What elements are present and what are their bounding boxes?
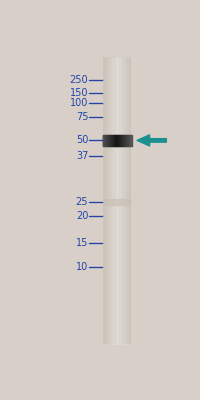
Text: 50: 50 (76, 135, 88, 146)
FancyBboxPatch shape (102, 57, 131, 344)
Text: 37: 37 (76, 152, 88, 162)
Text: 25: 25 (76, 197, 88, 207)
Text: 100: 100 (70, 98, 88, 108)
Text: 10: 10 (76, 262, 88, 272)
Text: 75: 75 (76, 112, 88, 122)
Text: 150: 150 (70, 88, 88, 98)
Text: 250: 250 (70, 75, 88, 85)
FancyArrowPatch shape (137, 135, 166, 146)
Text: 15: 15 (76, 238, 88, 248)
Text: 20: 20 (76, 211, 88, 221)
